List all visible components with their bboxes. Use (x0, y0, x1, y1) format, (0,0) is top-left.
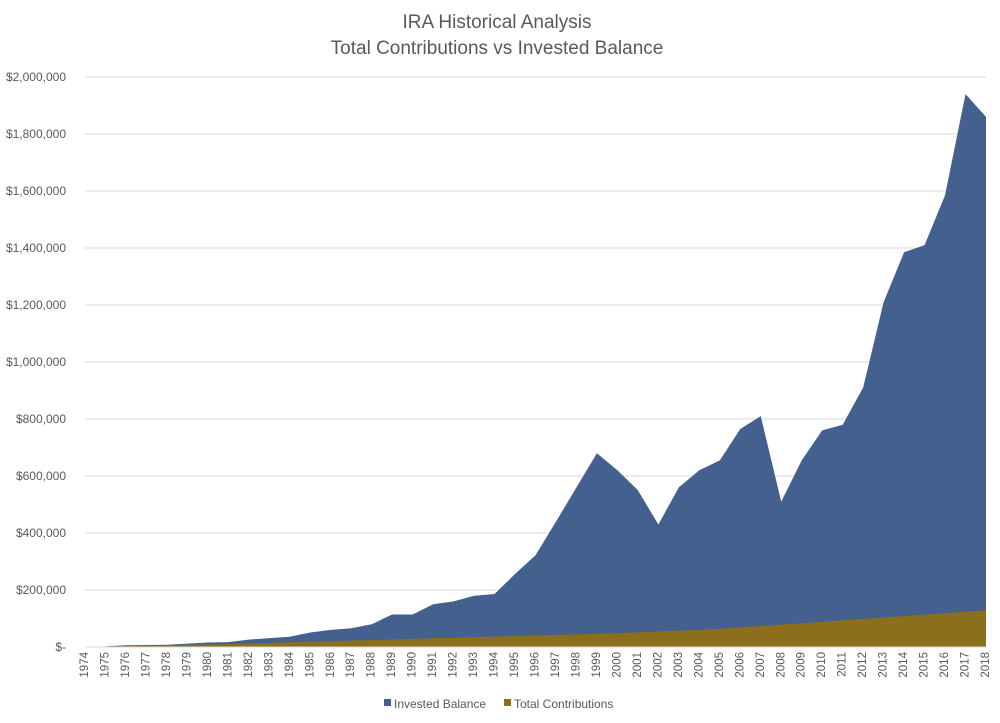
x-tick-label: 1977 (140, 652, 152, 678)
x-tick-label: 2013 (878, 652, 890, 678)
x-tick-label: 1979 (181, 652, 193, 678)
x-tick-label: 1998 (570, 652, 582, 678)
x-tick-label: 1992 (448, 652, 460, 678)
x-tick-label: 1983 (263, 652, 275, 678)
y-tick-label: $- (55, 640, 66, 654)
chart-subtitle: Total Contributions vs Invested Balance (331, 38, 664, 59)
x-tick-label: 2012 (857, 652, 869, 678)
y-tick-label: $2,000,000 (6, 70, 66, 84)
x-tick-label: 1976 (120, 652, 132, 678)
x-tick-label: 2011 (837, 652, 849, 677)
y-tick-label: $1,600,000 (6, 184, 66, 198)
x-tick-label: 2009 (796, 652, 808, 678)
x-tick-label: 2015 (919, 652, 931, 678)
x-tick-label: 1990 (407, 652, 419, 678)
y-tick-label: $1,400,000 (6, 241, 66, 255)
y-tick-label: $1,000,000 (6, 355, 66, 369)
y-axis-ticks: $- $200,000 $400,000 $600,000 $800,000 $1,000… (6, 70, 66, 654)
x-tick-label: 2017 (960, 652, 972, 678)
x-tick-label: 1980 (202, 652, 214, 678)
x-tick-label: 1975 (100, 652, 112, 678)
x-tick-label: 1986 (325, 652, 337, 678)
x-tick-label: 2014 (898, 651, 910, 677)
legend-swatch (504, 699, 511, 706)
x-tick-label: 2002 (652, 652, 664, 678)
x-tick-label: 1999 (591, 652, 603, 678)
x-tick-label: 1978 (161, 652, 173, 678)
x-tick-label: 1989 (386, 652, 398, 678)
x-tick-label: 1988 (366, 652, 378, 678)
x-tick-label: 1994 (489, 651, 501, 677)
legend: Invested Balance Total Contributions (384, 697, 613, 711)
y-tick-label: $200,000 (16, 583, 66, 597)
x-axis-ticks: 1974 1975 1976 1977 1978 1979 1980 1981 1982 1983… (79, 651, 992, 677)
x-tick-label: 2003 (673, 652, 685, 678)
area-series-0 (85, 94, 986, 648)
x-tick-label: 2016 (939, 652, 951, 678)
x-tick-label: 2004 (693, 651, 705, 677)
legend-label: Invested Balance (394, 697, 486, 711)
x-tick-label: 1991 (427, 652, 439, 678)
x-tick-label: 1995 (509, 652, 521, 678)
chart-title: IRA Historical Analysis (402, 12, 591, 33)
x-tick-label: 2010 (816, 652, 828, 678)
x-tick-label: 2008 (775, 652, 787, 678)
plot-areas (85, 94, 986, 648)
x-tick-label: 1974 (79, 651, 91, 677)
y-tick-label: $800,000 (16, 412, 66, 426)
y-tick-label: $400,000 (16, 526, 66, 540)
x-tick-label: 2006 (734, 652, 746, 678)
x-tick-label: 1993 (468, 652, 480, 678)
x-tick-label: 2007 (755, 652, 767, 678)
y-tick-label: $1,200,000 (6, 298, 66, 312)
area-series-1 (85, 610, 986, 647)
x-tick-label: 1997 (550, 652, 562, 678)
x-tick-label: 1987 (345, 652, 357, 678)
x-tick-label: 1981 (222, 652, 234, 678)
x-tick-label: 1984 (284, 651, 296, 677)
legend-label: Total Contributions (514, 697, 613, 711)
x-tick-label: 1985 (304, 652, 316, 678)
gridlines (85, 76, 986, 648)
x-tick-label: 2001 (632, 652, 644, 678)
y-tick-label: $1,800,000 (6, 127, 66, 141)
legend-swatch (384, 699, 391, 706)
x-tick-label: 2005 (714, 652, 726, 678)
x-tick-label: 1982 (243, 652, 255, 678)
x-tick-label: 1996 (530, 652, 542, 678)
x-tick-label: 2018 (980, 652, 992, 678)
x-tick-label: 2000 (611, 652, 623, 678)
y-tick-label: $600,000 (16, 469, 66, 483)
